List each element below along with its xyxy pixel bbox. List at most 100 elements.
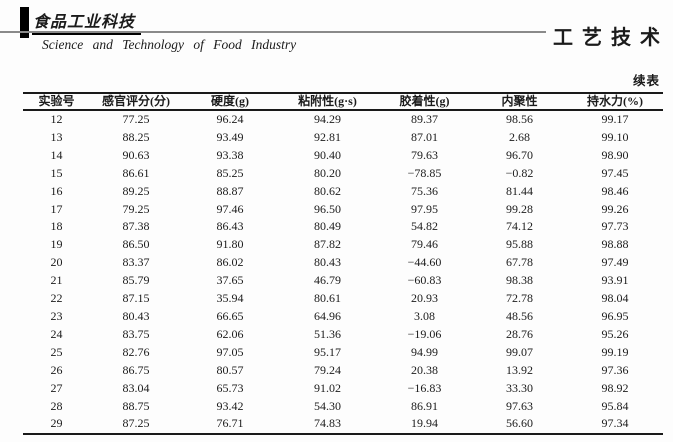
table-cell: 75.36 (411, 183, 438, 198)
table-cell: 23 (50, 308, 63, 323)
table-cell: 99.28 (506, 201, 533, 216)
table-cell: −0.82 (505, 165, 534, 180)
table-cell: 96.24 (216, 112, 244, 126)
table-cell: 88.25 (122, 129, 150, 144)
table-cell: 19 (50, 237, 63, 252)
table-row: 26 86.75 80.57 79.24 20.38 13.92 97.36 (23, 362, 663, 380)
header-divider-rule (0, 31, 546, 33)
table-cell: 97.63 (506, 398, 533, 413)
table-cell: 79.46 (411, 237, 438, 252)
table-cell: 95.84 (601, 398, 629, 413)
table-cell: 99.26 (601, 201, 629, 216)
table-row: 28 88.75 93.42 54.30 86.91 97.63 95.84 (23, 398, 663, 416)
table-cell: 76.71 (216, 416, 244, 431)
table-row: 16 89.25 88.87 80.62 75.36 81.44 98.46 (23, 183, 663, 201)
table-cell: 94.29 (314, 112, 341, 126)
table-cell: 24 (50, 326, 63, 341)
table-cell: 33.30 (506, 380, 533, 395)
table-cell: 90.63 (122, 147, 150, 162)
table-cell: 93.42 (216, 398, 244, 413)
table-row: 27 83.04 65.73 91.02 −16.83 33.30 98.92 (23, 380, 663, 398)
table-cell: 93.49 (216, 129, 244, 144)
table-cell: 62.06 (216, 326, 244, 341)
table-cell: 83.75 (122, 326, 150, 341)
column-header: 粘附性(g·s) (298, 94, 357, 108)
table-cell: 87.38 (122, 219, 150, 234)
table-cell: 80.62 (314, 183, 341, 198)
table-cell: 97.73 (601, 219, 629, 234)
column-header: 感官评分(分) (102, 94, 170, 108)
table-row: 25 82.76 97.05 95.17 94.99 99.07 99.19 (23, 344, 663, 362)
table-row: 20 83.37 86.02 80.43 −44.60 67.78 97.49 (23, 254, 663, 272)
table-cell: 20.38 (411, 362, 438, 377)
table-cell: 96.95 (601, 308, 629, 323)
table-cell: 51.36 (314, 326, 341, 341)
table-cell: 97.45 (601, 165, 629, 180)
table-cell: 22 (50, 291, 63, 306)
table-cell: 25 (50, 344, 63, 359)
table-cell: 20 (50, 255, 63, 270)
table-cell: 95.17 (314, 344, 341, 359)
table-row: 21 85.79 37.65 46.79 −60.83 98.38 93.91 (23, 272, 663, 290)
table-cell: 91.02 (314, 380, 341, 395)
table-row: 22 87.15 35.94 80.61 20.93 72.78 98.04 (23, 290, 663, 308)
table-cell: 46.79 (314, 273, 341, 288)
table-cell: 86.91 (411, 398, 438, 413)
table-cell: 87.82 (314, 237, 341, 252)
table-row: 24 83.75 62.06 51.36 −19.06 28.76 95.26 (23, 326, 663, 344)
column-header: 持水力(%) (587, 94, 643, 108)
table-cell: 87.01 (411, 129, 438, 144)
table-cell: 64.96 (314, 308, 341, 323)
table-cell: 96.70 (506, 147, 533, 162)
table-row: 18 87.38 86.43 80.49 54.82 74.12 97.73 (23, 218, 663, 236)
table-cell: 35.94 (216, 291, 244, 306)
table-cell: 80.43 (122, 308, 150, 323)
table-cell: 72.78 (506, 291, 533, 306)
table-cell: 79.63 (411, 147, 438, 162)
table-cell: 2.68 (509, 129, 530, 144)
table-cell: 95.26 (601, 326, 629, 341)
table-cell: 97.46 (216, 201, 244, 216)
table-cell: 87.25 (122, 416, 150, 431)
table-cell: 82.76 (122, 344, 150, 359)
table-cell: 88.75 (122, 398, 150, 413)
table-cell: 98.56 (506, 112, 533, 126)
table-header-row: 实验号 感官评分(分) 硬度(g) 粘附性(g·s) 胶着性(g) 内聚性 持水力(%) (23, 93, 663, 110)
column-header: 内聚性 (501, 94, 538, 108)
table-cell: 98.92 (601, 380, 629, 395)
table-cell: 37.65 (216, 273, 244, 288)
table-cell: 86.75 (122, 362, 150, 377)
table-cell: 17 (50, 201, 63, 216)
table-cell: 80.20 (314, 165, 341, 180)
table-cell: −78.85 (407, 165, 442, 180)
table-cell: 93.38 (216, 147, 244, 162)
journal-logo: 食品工业科技 (32, 8, 142, 35)
table-cell: 56.60 (506, 416, 533, 431)
table-cell: 86.50 (122, 237, 150, 252)
table-cell: 13.92 (506, 362, 533, 377)
table-cell: 54.82 (411, 219, 438, 234)
table-cell: 77.25 (122, 112, 150, 126)
table-cell: 91.80 (216, 237, 244, 252)
table-cell: 21 (50, 273, 63, 288)
table-cell: 92.81 (314, 129, 341, 144)
table-cell: 90.40 (314, 147, 341, 162)
table-cell: 81.44 (506, 183, 533, 198)
table-cell: 95.88 (506, 237, 533, 252)
table-cell: 98.88 (601, 237, 629, 252)
table-cell: −16.83 (407, 380, 442, 395)
table-cell: 97.49 (601, 255, 629, 270)
table-cell: −19.06 (407, 326, 442, 341)
column-header: 硬度(g) (211, 94, 249, 108)
table-cell: 83.37 (122, 255, 150, 270)
table-row: 13 88.25 93.49 92.81 87.01 2.68 99.10 (23, 129, 663, 147)
table-cell: 20.93 (411, 291, 438, 306)
table-cell: 15 (50, 165, 63, 180)
table-cell: 28 (50, 398, 63, 413)
table-cell: 88.87 (216, 183, 244, 198)
table-cell: 89.25 (122, 183, 150, 198)
table-row: 23 80.43 66.65 64.96 3.08 48.56 96.95 (23, 308, 663, 326)
table-cell: 80.61 (314, 291, 341, 306)
table-cell: 79.24 (314, 362, 341, 377)
